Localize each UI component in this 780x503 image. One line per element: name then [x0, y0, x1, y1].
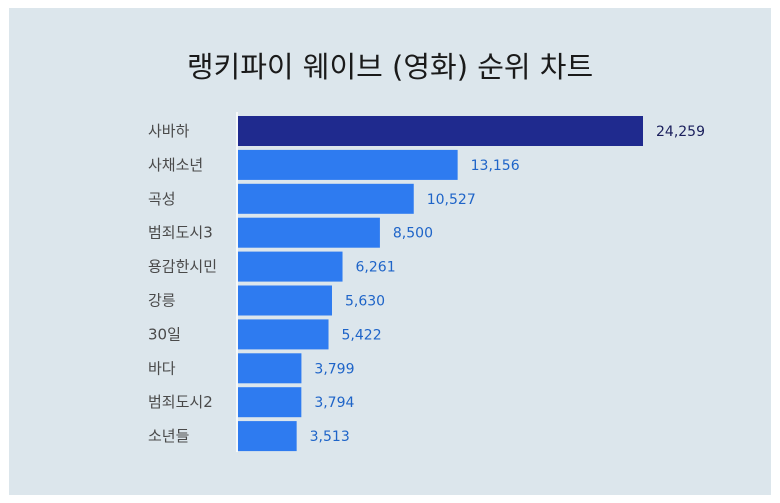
value-label: 10,527 — [427, 192, 476, 208]
category-label: 범죄도시3 — [148, 224, 213, 242]
category-label: 용감한시민 — [148, 258, 217, 276]
bar — [238, 149, 458, 180]
value-label: 5,422 — [342, 327, 382, 343]
value-label: 8,500 — [393, 226, 433, 242]
bar — [238, 116, 643, 146]
value-label: 6,261 — [356, 260, 396, 276]
bar — [238, 217, 380, 248]
category-label: 30일 — [148, 325, 181, 343]
category-label: 사채소년 — [148, 156, 203, 174]
value-label: 3,794 — [314, 395, 354, 411]
bar — [238, 183, 414, 214]
value-label: 5,630 — [345, 294, 385, 310]
category-label: 바다 — [148, 359, 176, 377]
category-label: 곡성 — [148, 190, 176, 208]
bar — [238, 319, 329, 350]
bar — [238, 387, 302, 418]
bar — [238, 421, 297, 452]
category-label: 범죄도시2 — [148, 393, 213, 411]
value-label: 3,799 — [314, 361, 354, 377]
category-label: 사바하 — [148, 122, 190, 140]
bar — [238, 353, 302, 384]
value-label: 3,513 — [310, 429, 350, 445]
chart-title: 랭키파이 웨이브 (영화) 순위 차트 — [186, 50, 594, 84]
category-label: 소년들 — [148, 427, 190, 445]
bar — [238, 251, 343, 282]
value-label: 13,156 — [471, 158, 520, 174]
value-label: 24,259 — [656, 124, 705, 140]
category-label: 강릉 — [148, 292, 176, 310]
bar — [238, 285, 332, 316]
chart-panel — [9, 8, 771, 495]
